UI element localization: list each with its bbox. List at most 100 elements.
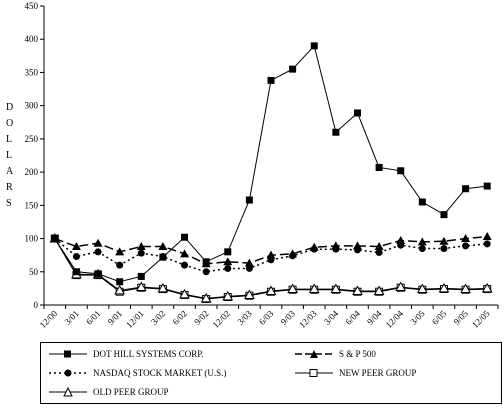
data-point-triangle-open — [265, 285, 277, 296]
data-point-square-filled — [375, 163, 383, 171]
data-point-triangle-open — [460, 283, 471, 294]
data-point-square-filled — [181, 233, 189, 241]
x-tick-label: 3/01 — [62, 308, 80, 326]
data-point-triangle-open — [416, 283, 428, 294]
legend-item-dot-hill: DOT HILL SYSTEMS CORP. — [49, 349, 204, 359]
legend-item-sp500: S & P 500 — [295, 349, 376, 359]
x-tick-label: 9/05 — [452, 308, 471, 327]
data-point-square-filled — [267, 76, 275, 84]
x-axis-ticks: 12/00 3/01 6/01 9/01 12/01 3/02 6/02 9/02 12/02 3… — [38, 305, 499, 330]
legend-item-old-peer: OLD PEER GROUP — [49, 387, 169, 397]
data-point-square-filled — [483, 182, 491, 190]
data-point-square-filled — [202, 258, 210, 266]
x-tick-label: 9/01 — [106, 308, 124, 326]
data-point-triangle-filled — [71, 242, 81, 251]
x-tick-label: 9/04 — [365, 308, 384, 327]
data-point-triangle-filled — [374, 242, 384, 251]
data-point-triangle-filled — [180, 249, 190, 258]
x-tick-label: 12/00 — [38, 308, 60, 330]
data-point-circle-filled — [94, 248, 102, 256]
y-tick-label: 200 — [25, 167, 39, 177]
legend-label: S & P 500 — [339, 349, 376, 359]
data-point-triangle-filled — [461, 234, 471, 243]
data-point-triangle-filled — [417, 237, 427, 246]
data-point-triangle-open — [157, 282, 169, 293]
legend-item-new-peer: NEW PEER GROUP — [295, 368, 416, 378]
data-point-triangle-filled — [93, 238, 103, 247]
data-point-square-filled — [224, 248, 232, 256]
legend-label: NASDAQ STOCK MARKET (U.S.) — [93, 368, 227, 378]
legend-label: NEW PEER GROUP — [339, 368, 417, 378]
data-point-triangle-filled — [352, 241, 362, 250]
data-point-triangle-open — [244, 289, 255, 300]
data-point-square-filled — [397, 167, 405, 175]
y-tick-label: 250 — [25, 134, 39, 144]
data-point-triangle-filled — [288, 249, 298, 258]
data-point-triangle-filled — [115, 247, 125, 256]
legend-item-nasdaq: NASDAQ STOCK MARKET (U.S.) — [49, 368, 226, 378]
data-point-square-filled — [289, 65, 297, 73]
data-point-triangle-filled — [223, 257, 233, 266]
data-point-triangle-open — [330, 283, 342, 294]
x-tick-label: 12/04 — [384, 308, 406, 330]
data-point-square-filled — [245, 196, 253, 204]
series-dot-hill-systems-corp — [51, 42, 491, 286]
x-tick-label: 12/03 — [297, 308, 319, 330]
data-point-triangle-filled — [309, 242, 319, 251]
legend: DOT HILL SYSTEMS CORP. S & P 500 NASDAQ … — [40, 342, 502, 404]
x-tick-label: 12/01 — [124, 308, 146, 330]
y-tick-label: 300 — [25, 101, 39, 111]
x-tick-label: 3/03 — [235, 308, 254, 327]
data-point-square-filled — [418, 198, 426, 206]
x-tick-label: 6/05 — [430, 308, 449, 327]
data-point-triangle-open — [352, 285, 363, 296]
data-point-triangle-open — [179, 288, 190, 299]
data-point-square-filled — [116, 278, 124, 286]
series-s-p-500 — [50, 232, 492, 268]
data-point-circle-filled — [418, 245, 426, 253]
x-tick-label: 12/02 — [211, 308, 233, 330]
data-point-circle-filled — [116, 261, 124, 269]
x-tick-label: 3/02 — [149, 308, 167, 326]
legend-label: DOT HILL SYSTEMS CORP. — [93, 349, 204, 359]
data-point-triangle-open — [308, 283, 320, 294]
data-point-square-filled — [137, 272, 145, 280]
x-tick-label: 9/02 — [192, 308, 210, 326]
data-point-triangle-filled — [331, 241, 341, 250]
data-point-square-filled — [159, 253, 167, 261]
data-point-triangle-open — [287, 283, 298, 294]
axes — [43, 6, 498, 306]
y-tick-label: 400 — [25, 34, 39, 44]
data-point-circle-filled — [72, 252, 80, 260]
data-point-circle-filled — [375, 249, 383, 257]
series-line — [54, 238, 488, 273]
data-point-triangle-open — [135, 281, 147, 292]
data-point-square-filled — [353, 109, 361, 117]
data-point-circle-filled — [483, 240, 491, 248]
x-tick-label: 3/04 — [322, 308, 341, 327]
legend-swatch-triangle-open — [49, 387, 87, 397]
legend-swatch-triangle-filled — [295, 350, 333, 358]
data-point-square-filled — [51, 235, 59, 243]
data-point-triangle-filled — [136, 242, 146, 251]
data-point-triangle-filled — [396, 236, 406, 245]
y-axis-ticks: 0 50 100 150 200 250 300 350 400 450 — [25, 1, 44, 310]
data-point-square-filled — [72, 268, 80, 276]
y-tick-label: 450 — [25, 1, 39, 11]
data-point-circle-filled — [462, 242, 470, 250]
data-point-square-filled — [310, 42, 318, 50]
data-point-square-filled — [332, 128, 340, 136]
legend-swatch-square-filled — [49, 350, 87, 358]
data-point-triangle-filled — [439, 236, 449, 245]
legend-swatch-square-open — [295, 369, 333, 377]
x-tick-label: 6/02 — [171, 308, 189, 326]
data-point-circle-filled — [245, 264, 253, 272]
x-tick-label: 9/03 — [279, 308, 298, 327]
data-point-triangle-open — [200, 292, 212, 303]
y-tick-label: 350 — [25, 67, 39, 77]
x-tick-label: 6/01 — [84, 308, 102, 326]
x-tick-label: 12/05 — [470, 308, 492, 330]
legend-swatch-circle-filled — [49, 369, 87, 377]
x-tick-label: 6/03 — [257, 308, 276, 327]
